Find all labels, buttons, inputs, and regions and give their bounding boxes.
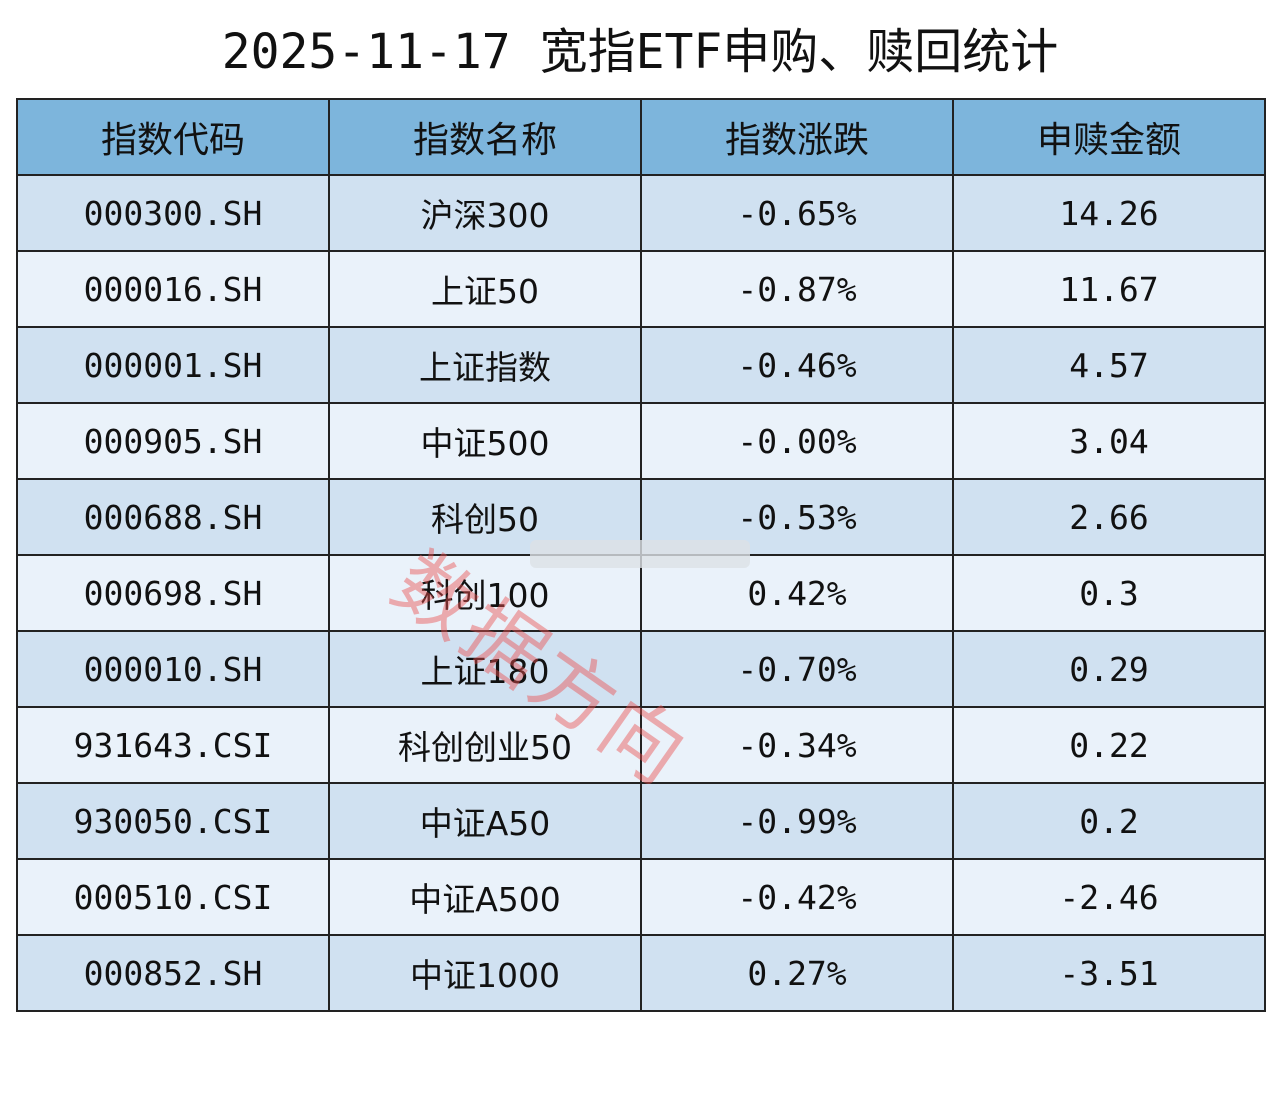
table-cell: 14.26 [952,174,1266,252]
table-cell: 0.29 [952,630,1266,708]
table-cell: 0.22 [952,706,1266,784]
table-cell: 000905.SH [16,402,330,480]
table-cell: 沪深300 [328,174,642,252]
table-cell: 0.27% [640,934,954,1012]
table-cell: -0.87% [640,250,954,328]
table-cell: 000510.CSI [16,858,330,936]
table-row: 000852.SH 中证1000 0.27% -3.51 [16,934,1266,1012]
table-cell: -0.34% [640,706,954,784]
table-cell: 上证指数 [328,326,642,404]
table-row: 000698.SH 科创100 0.42% 0.3 [16,554,1266,632]
header-row: 指数代码 指数名称 指数涨跌 申赎金额 [16,98,1266,176]
table-cell: 000300.SH [16,174,330,252]
table-cell: -0.70% [640,630,954,708]
table-cell: 0.3 [952,554,1266,632]
title: 2025-11-17 宽指ETF申购、赎回统计 [221,24,1059,80]
table-cell: 4.57 [952,326,1266,404]
table-cell: 930050.CSI [16,782,330,860]
header-cell: 指数代码 [16,98,330,176]
table-row: 000010.SH 上证180 -0.70% 0.29 [16,630,1266,708]
table-header: 指数代码 指数名称 指数涨跌 申赎金额 [16,98,1266,176]
table-cell: 中证A500 [328,858,642,936]
table-cell: -0.42% [640,858,954,936]
table-cell: 0.2 [952,782,1266,860]
table-cell: -3.51 [952,934,1266,1012]
table-cell: 000698.SH [16,554,330,632]
table-cell: -0.65% [640,174,954,252]
table-body: 000300.SH 沪深300 -0.65% 14.26 000016.SH 上证50 -0… [16,174,1266,1012]
table-row: 000300.SH 沪深300 -0.65% 14.26 [16,174,1266,252]
table-cell: 科创创业50 [328,706,642,784]
header-cell: 指数名称 [328,98,642,176]
etf-table: 指数代码 指数名称 指数涨跌 申赎金额 000300.SH 沪深300 -0.65% 14.… [16,98,1266,1012]
table-cell: 3.04 [952,402,1266,480]
table-cell: 000010.SH [16,630,330,708]
table-cell: 中证A50 [328,782,642,860]
table-cell: 中证1000 [328,934,642,1012]
table-cell: 上证180 [328,630,642,708]
header-cell: 申赎金额 [952,98,1266,176]
table-row: 000016.SH 上证50 -0.87% 11.67 [16,250,1266,328]
table-cell: 中证500 [328,402,642,480]
table-row: 000510.CSI 中证A500 -0.42% -2.46 [16,858,1266,936]
table-cell: -0.99% [640,782,954,860]
table-cell: 000852.SH [16,934,330,1012]
table-cell: 000001.SH [16,326,330,404]
blur-mask [530,540,750,568]
table-cell: 上证50 [328,250,642,328]
table-cell: 000016.SH [16,250,330,328]
table-cell: 000688.SH [16,478,330,556]
table-row: 930050.CSI 中证A50 -0.99% 0.2 [16,782,1266,860]
table-row: 931643.CSI 科创创业50 -0.34% 0.22 [16,706,1266,784]
table-cell: -0.46% [640,326,954,404]
table-cell: 931643.CSI [16,706,330,784]
header-cell: 指数涨跌 [640,98,954,176]
table-cell: -0.00% [640,402,954,480]
table-row: 000905.SH 中证500 -0.00% 3.04 [16,402,1266,480]
table-row: 000001.SH 上证指数 -0.46% 4.57 [16,326,1266,404]
table-cell: -2.46 [952,858,1266,936]
table-cell: 11.67 [952,250,1266,328]
table-cell: 2.66 [952,478,1266,556]
